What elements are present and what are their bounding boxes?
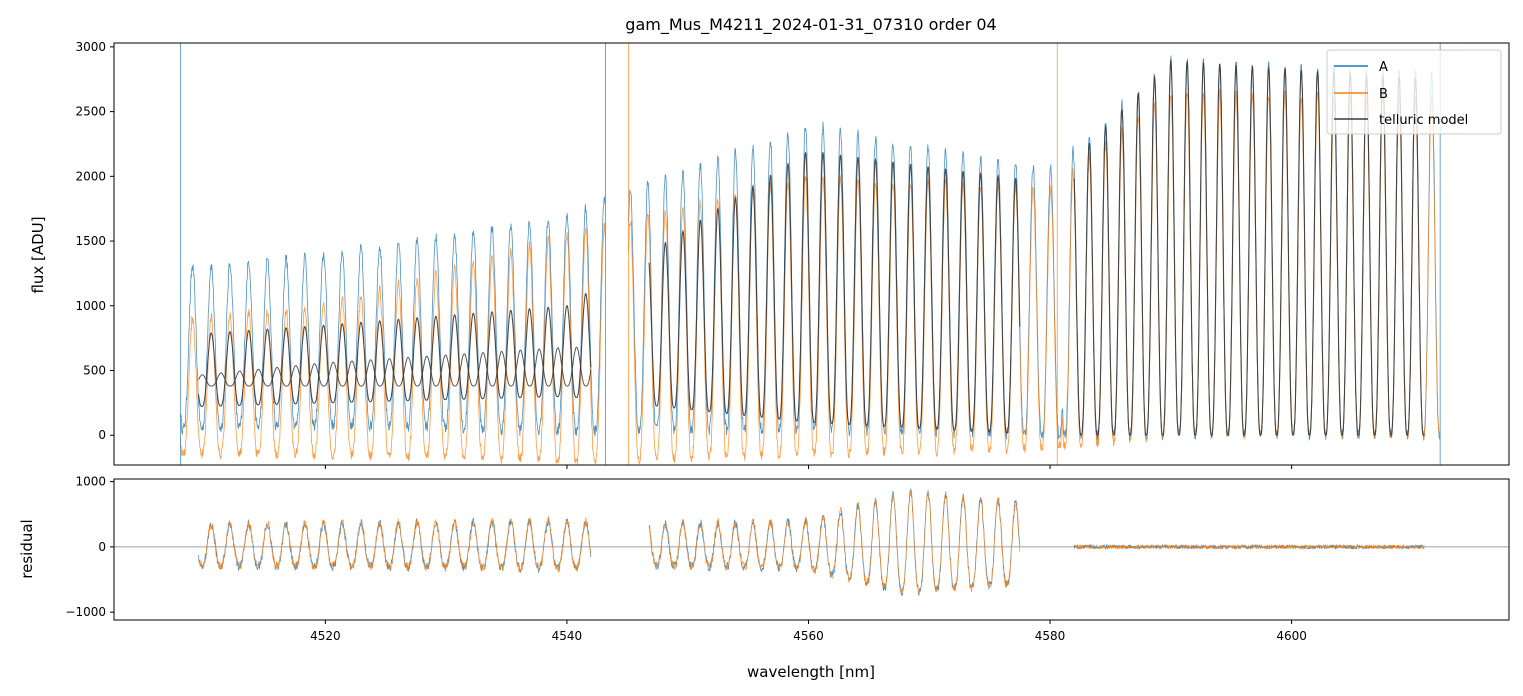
top-panel-data [180,43,1441,465]
axes: 4520 4540 4560 4580 4600 0 500 1000 1500 2000 2500… [65,40,1510,643]
series-telluric-model-segment-0 [197,292,592,408]
chart-title: gam_Mus_M4211_2024-01-31_07310 order 04 [625,15,996,35]
residual-b-segment-1 [648,490,1021,596]
bottom-y-tick-label: 1000 [75,475,106,489]
bottom-panel-data [114,488,1509,597]
bottom-y-tick-label: −1000 [65,605,106,619]
legend-label-b: B [1379,87,1388,102]
top-y-tick-label: 3000 [75,40,106,54]
top-y-tick-label: 500 [83,364,106,378]
top-y-axis-label: flux [ADU] [29,216,47,293]
x-tick-label: 4600 [1276,629,1307,643]
legend-label-a: A [1379,60,1388,75]
legend-label-telluric: telluric model [1379,113,1468,128]
x-tick-label: 4540 [552,629,583,643]
top-y-tick-label: 2000 [75,169,106,183]
series-telluric-model-segment-1 [648,151,1021,434]
legend: A B telluric model [1326,49,1502,135]
residual-b-segment-2 [1073,543,1425,551]
x-axis-label: wavelength [nm] [747,663,875,681]
top-panel-frame [113,42,1510,466]
top-y-tick-label: 1000 [75,299,106,313]
residual-b-segment-0 [198,516,592,573]
bottom-panel-frame [113,478,1510,621]
bottom-y-axis-label: residual [18,519,36,578]
x-tick-label: 4560 [793,629,824,643]
top-y-tick-label: 2500 [75,105,106,119]
x-tick-label: 4580 [1035,629,1066,643]
x-tick-label: 4520 [310,629,341,643]
series-b-segment-0 [180,222,606,465]
series-telluric-model-b-segment-0 [198,346,592,387]
top-y-tick-label: 0 [98,428,106,442]
legend-box [1326,49,1502,135]
top-y-tick-label: 1500 [75,234,106,248]
bottom-y-tick-label: 0 [98,540,106,554]
